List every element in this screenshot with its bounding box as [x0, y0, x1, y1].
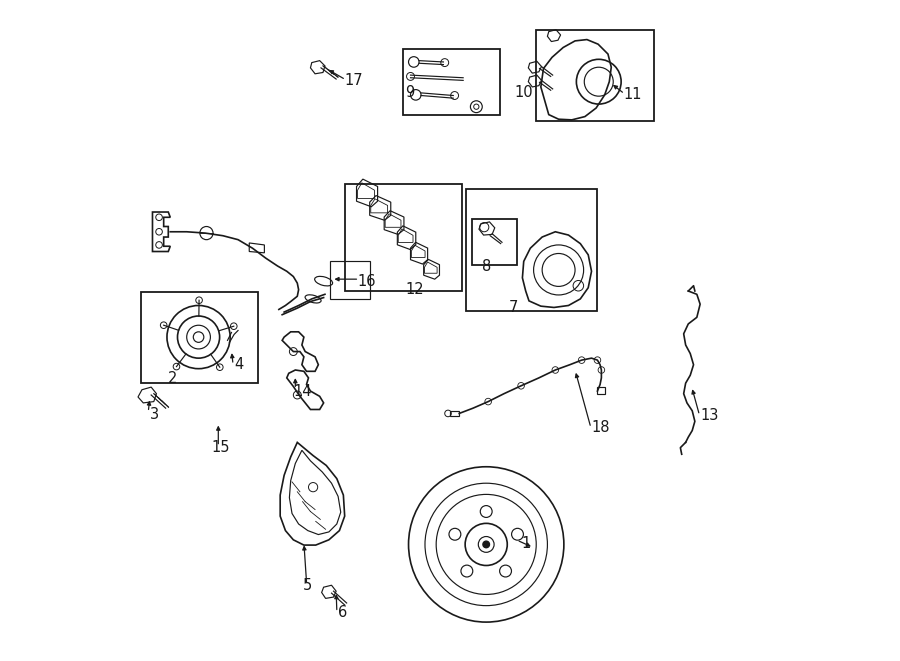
- Text: 4: 4: [234, 357, 243, 372]
- Text: 8: 8: [482, 259, 490, 274]
- Text: 15: 15: [212, 440, 230, 455]
- Text: 7: 7: [509, 300, 518, 315]
- Bar: [472, 219, 518, 264]
- Text: 2: 2: [168, 371, 177, 386]
- Text: 17: 17: [345, 73, 364, 88]
- Text: 18: 18: [591, 420, 610, 436]
- Bar: [330, 260, 370, 299]
- Text: 12: 12: [405, 282, 424, 297]
- Text: 1: 1: [521, 535, 530, 551]
- Text: 16: 16: [358, 274, 376, 289]
- Text: 5: 5: [303, 578, 312, 594]
- Bar: [345, 184, 462, 291]
- Text: 3: 3: [150, 407, 159, 422]
- Text: 11: 11: [624, 87, 643, 102]
- Text: 14: 14: [293, 383, 311, 399]
- Bar: [402, 49, 500, 114]
- Circle shape: [483, 541, 490, 548]
- Bar: [466, 189, 598, 311]
- Text: 10: 10: [515, 85, 533, 100]
- Text: 9: 9: [405, 85, 415, 100]
- Bar: [140, 292, 257, 383]
- Text: 13: 13: [700, 408, 718, 423]
- Text: 6: 6: [338, 605, 347, 620]
- Bar: [536, 30, 654, 121]
